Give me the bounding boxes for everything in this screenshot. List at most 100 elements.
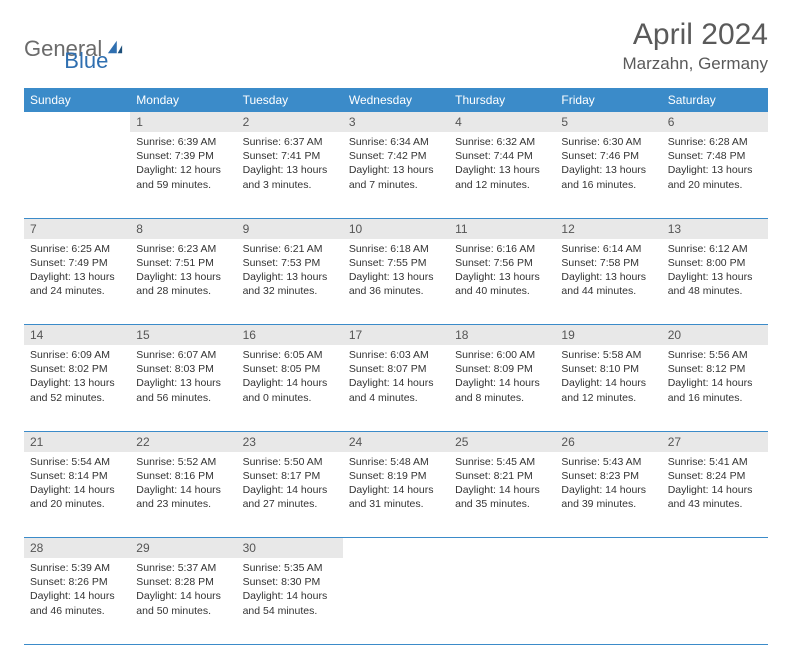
day-details: Sunrise: 6:39 AMSunset: 7:39 PMDaylight:… — [130, 132, 236, 197]
weekday-header: Saturday — [662, 88, 768, 112]
day-number: 13 — [662, 219, 768, 239]
day-cell: Sunrise: 6:16 AMSunset: 7:56 PMDaylight:… — [449, 239, 555, 325]
day-details: Sunrise: 5:48 AMSunset: 8:19 PMDaylight:… — [343, 452, 449, 517]
day-number: 4 — [449, 112, 555, 132]
week-row: Sunrise: 5:39 AMSunset: 8:26 PMDaylight:… — [24, 558, 768, 644]
daynum-cell: 4 — [449, 112, 555, 132]
daynum-cell: 1 — [130, 112, 236, 132]
daynum-cell: 20 — [662, 325, 768, 346]
weekday-header: Friday — [555, 88, 661, 112]
day-cell: Sunrise: 6:39 AMSunset: 7:39 PMDaylight:… — [130, 132, 236, 218]
day-cell — [343, 558, 449, 644]
weekday-header: Tuesday — [237, 88, 343, 112]
day-details: Sunrise: 6:37 AMSunset: 7:41 PMDaylight:… — [237, 132, 343, 197]
day-cell: Sunrise: 5:43 AMSunset: 8:23 PMDaylight:… — [555, 452, 661, 538]
daynum-cell: 15 — [130, 325, 236, 346]
day-cell: Sunrise: 5:50 AMSunset: 8:17 PMDaylight:… — [237, 452, 343, 538]
weekday-header: Thursday — [449, 88, 555, 112]
day-number — [449, 538, 555, 544]
weekday-header-row: SundayMondayTuesdayWednesdayThursdayFrid… — [24, 88, 768, 112]
day-cell: Sunrise: 5:54 AMSunset: 8:14 PMDaylight:… — [24, 452, 130, 538]
day-details: Sunrise: 6:07 AMSunset: 8:03 PMDaylight:… — [130, 345, 236, 410]
daynum-cell: 12 — [555, 218, 661, 239]
day-details: Sunrise: 5:43 AMSunset: 8:23 PMDaylight:… — [555, 452, 661, 517]
location-label: Marzahn, Germany — [623, 54, 769, 74]
day-number — [343, 538, 449, 544]
day-details: Sunrise: 6:32 AMSunset: 7:44 PMDaylight:… — [449, 132, 555, 197]
daynum-cell: 5 — [555, 112, 661, 132]
daynum-cell: 27 — [662, 431, 768, 452]
day-details: Sunrise: 5:52 AMSunset: 8:16 PMDaylight:… — [130, 452, 236, 517]
daynum-cell: 26 — [555, 431, 661, 452]
daynum-row: 282930 — [24, 538, 768, 559]
daynum-cell: 11 — [449, 218, 555, 239]
daynum-cell: 23 — [237, 431, 343, 452]
day-cell: Sunrise: 6:07 AMSunset: 8:03 PMDaylight:… — [130, 345, 236, 431]
day-cell: Sunrise: 5:56 AMSunset: 8:12 PMDaylight:… — [662, 345, 768, 431]
day-cell: Sunrise: 6:03 AMSunset: 8:07 PMDaylight:… — [343, 345, 449, 431]
day-cell: Sunrise: 6:12 AMSunset: 8:00 PMDaylight:… — [662, 239, 768, 325]
daynum-cell: 10 — [343, 218, 449, 239]
day-cell: Sunrise: 5:45 AMSunset: 8:21 PMDaylight:… — [449, 452, 555, 538]
day-cell: Sunrise: 6:14 AMSunset: 7:58 PMDaylight:… — [555, 239, 661, 325]
day-cell: Sunrise: 5:52 AMSunset: 8:16 PMDaylight:… — [130, 452, 236, 538]
day-cell: Sunrise: 5:41 AMSunset: 8:24 PMDaylight:… — [662, 452, 768, 538]
daynum-row: 123456 — [24, 112, 768, 132]
title-block: April 2024 Marzahn, Germany — [623, 18, 769, 74]
day-number: 17 — [343, 325, 449, 345]
day-number: 28 — [24, 538, 130, 558]
day-number: 8 — [130, 219, 236, 239]
day-number: 9 — [237, 219, 343, 239]
day-cell: Sunrise: 5:37 AMSunset: 8:28 PMDaylight:… — [130, 558, 236, 644]
day-cell: Sunrise: 6:18 AMSunset: 7:55 PMDaylight:… — [343, 239, 449, 325]
day-number: 24 — [343, 432, 449, 452]
day-details: Sunrise: 5:35 AMSunset: 8:30 PMDaylight:… — [237, 558, 343, 623]
day-details: Sunrise: 6:23 AMSunset: 7:51 PMDaylight:… — [130, 239, 236, 304]
day-number — [662, 538, 768, 544]
day-cell: Sunrise: 6:21 AMSunset: 7:53 PMDaylight:… — [237, 239, 343, 325]
day-cell: Sunrise: 5:58 AMSunset: 8:10 PMDaylight:… — [555, 345, 661, 431]
daynum-cell — [24, 112, 130, 132]
daynum-cell: 7 — [24, 218, 130, 239]
daynum-cell: 2 — [237, 112, 343, 132]
daynum-cell: 30 — [237, 538, 343, 559]
day-number: 20 — [662, 325, 768, 345]
day-number: 10 — [343, 219, 449, 239]
daynum-cell: 16 — [237, 325, 343, 346]
daynum-cell: 6 — [662, 112, 768, 132]
daynum-cell — [555, 538, 661, 559]
day-number: 12 — [555, 219, 661, 239]
day-number — [24, 112, 130, 118]
day-details: Sunrise: 5:56 AMSunset: 8:12 PMDaylight:… — [662, 345, 768, 410]
day-number: 18 — [449, 325, 555, 345]
day-cell: Sunrise: 6:09 AMSunset: 8:02 PMDaylight:… — [24, 345, 130, 431]
day-cell: Sunrise: 6:25 AMSunset: 7:49 PMDaylight:… — [24, 239, 130, 325]
day-details: Sunrise: 5:54 AMSunset: 8:14 PMDaylight:… — [24, 452, 130, 517]
calendar-table: SundayMondayTuesdayWednesdayThursdayFrid… — [24, 88, 768, 645]
weekday-header: Sunday — [24, 88, 130, 112]
day-cell: Sunrise: 6:37 AMSunset: 7:41 PMDaylight:… — [237, 132, 343, 218]
day-cell: Sunrise: 6:28 AMSunset: 7:48 PMDaylight:… — [662, 132, 768, 218]
day-number: 2 — [237, 112, 343, 132]
day-number: 15 — [130, 325, 236, 345]
calendar-body: 123456Sunrise: 6:39 AMSunset: 7:39 PMDay… — [24, 112, 768, 644]
day-details: Sunrise: 5:41 AMSunset: 8:24 PMDaylight:… — [662, 452, 768, 517]
day-cell: Sunrise: 5:48 AMSunset: 8:19 PMDaylight:… — [343, 452, 449, 538]
day-cell: Sunrise: 6:00 AMSunset: 8:09 PMDaylight:… — [449, 345, 555, 431]
day-details: Sunrise: 6:05 AMSunset: 8:05 PMDaylight:… — [237, 345, 343, 410]
day-cell: Sunrise: 6:05 AMSunset: 8:05 PMDaylight:… — [237, 345, 343, 431]
day-number: 7 — [24, 219, 130, 239]
day-cell: Sunrise: 6:23 AMSunset: 7:51 PMDaylight:… — [130, 239, 236, 325]
day-number: 29 — [130, 538, 236, 558]
weekday-header: Monday — [130, 88, 236, 112]
day-number: 25 — [449, 432, 555, 452]
daynum-cell: 8 — [130, 218, 236, 239]
daynum-cell: 13 — [662, 218, 768, 239]
day-number: 30 — [237, 538, 343, 558]
day-details: Sunrise: 6:03 AMSunset: 8:07 PMDaylight:… — [343, 345, 449, 410]
day-number: 27 — [662, 432, 768, 452]
logo-sail-icon — [106, 39, 124, 55]
day-details: Sunrise: 6:12 AMSunset: 8:00 PMDaylight:… — [662, 239, 768, 304]
daynum-cell: 14 — [24, 325, 130, 346]
day-details: Sunrise: 6:14 AMSunset: 7:58 PMDaylight:… — [555, 239, 661, 304]
